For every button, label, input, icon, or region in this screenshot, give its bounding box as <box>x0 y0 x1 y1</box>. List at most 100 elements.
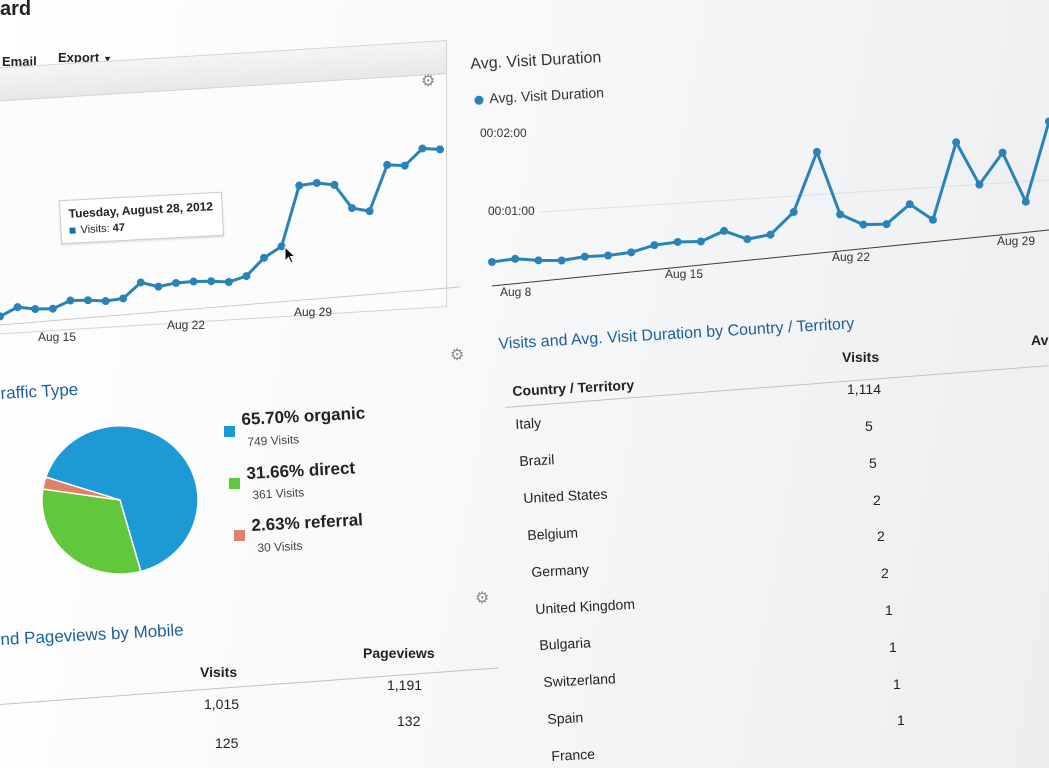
referral-swatch-icon <box>234 530 245 541</box>
duration-point[interactable] <box>627 248 636 257</box>
visits-point[interactable] <box>260 253 268 262</box>
country-col-visits: Visits <box>842 349 880 365</box>
traffic-pie <box>41 425 199 575</box>
visits-point[interactable] <box>13 303 22 312</box>
country-visits-cell: 5 <box>865 418 873 434</box>
duration-point[interactable] <box>836 210 845 219</box>
duration-gridline <box>539 179 1049 213</box>
country-visits-cell: 1 <box>889 638 897 655</box>
visits-point[interactable] <box>312 178 321 187</box>
visits-point[interactable] <box>189 277 198 286</box>
mobile-header-rule <box>0 667 499 705</box>
country-col-avg: Av <box>1031 332 1049 348</box>
visits-point[interactable] <box>330 180 339 189</box>
gear-icon[interactable]: ⚙ <box>450 347 465 364</box>
country-name-cell[interactable]: United States <box>523 485 608 506</box>
visits-x-tick: Aug 22 <box>167 318 206 332</box>
visits-point[interactable] <box>31 305 40 314</box>
legend-organic: 65.70% organic <box>241 403 366 429</box>
visits-point[interactable] <box>277 242 286 251</box>
gear-icon[interactable]: ⚙ <box>421 73 436 90</box>
country-name-cell[interactable]: Bulgaria <box>539 634 592 654</box>
visits-point[interactable] <box>224 278 233 286</box>
country-name-cell[interactable]: France <box>551 745 596 765</box>
visits-point[interactable] <box>295 181 304 190</box>
duration-point[interactable] <box>859 220 868 229</box>
mobile-visits-cell: 1,015 <box>204 696 240 712</box>
country-visits-cell: 1 <box>897 712 905 729</box>
duration-point[interactable] <box>557 256 566 265</box>
duration-y-tick: 00:02:00 <box>480 126 527 140</box>
duration-point[interactable] <box>789 208 798 217</box>
visits-point[interactable] <box>207 277 216 286</box>
visits-axis-line <box>0 286 461 326</box>
duration-point[interactable] <box>975 180 984 189</box>
visits-point[interactable] <box>365 207 374 216</box>
duration-point[interactable] <box>720 226 729 235</box>
visits-x-tick: Aug 15 <box>38 330 77 344</box>
mobile-col-visits: Visits <box>200 664 238 680</box>
mobile-col-pageviews: Pageviews <box>363 645 435 661</box>
duration-x-tick: Aug 8 <box>500 285 532 299</box>
visits-point[interactable] <box>242 272 251 281</box>
duration-point[interactable] <box>998 148 1007 157</box>
duration-point[interactable] <box>604 251 613 260</box>
duration-point[interactable] <box>1021 197 1030 206</box>
country-visits-cell: 2 <box>873 491 881 508</box>
country-name-cell[interactable]: Germany <box>531 560 590 580</box>
duration-point[interactable] <box>673 237 682 246</box>
duration-point[interactable] <box>1045 117 1049 126</box>
duration-x-tick: Aug 15 <box>665 267 704 281</box>
country-col-name: Country / Territory <box>512 376 635 399</box>
visits-point[interactable] <box>383 160 392 169</box>
legend-organic-visits: 749 Visits <box>247 432 300 449</box>
country-visits-cell: 5 <box>869 454 877 471</box>
country-name-cell[interactable]: United Kingdom <box>535 595 636 617</box>
visits-point[interactable] <box>84 296 92 305</box>
duration-chart <box>488 117 1049 287</box>
visits-point[interactable] <box>0 312 4 321</box>
visits-point[interactable] <box>101 297 110 306</box>
duration-point[interactable] <box>696 237 705 246</box>
legend-referral-visits: 30 Visits <box>257 538 303 555</box>
visits-point[interactable] <box>172 278 180 287</box>
duration-series <box>488 117 1049 266</box>
visits-point[interactable] <box>400 161 409 170</box>
visits-point[interactable] <box>48 304 57 313</box>
pie-slice-organic[interactable] <box>44 425 199 573</box>
country-total-visits: 1,114 <box>847 381 881 397</box>
visits-x-tick: Aug 29 <box>294 305 333 319</box>
duration-point[interactable] <box>534 256 543 265</box>
visits-point[interactable] <box>66 296 75 305</box>
visits-point[interactable] <box>119 294 128 303</box>
duration-point[interactable] <box>580 252 589 261</box>
country-name-cell[interactable]: Switzerland <box>543 670 617 691</box>
visits-point[interactable] <box>136 278 145 287</box>
visits-point[interactable] <box>418 144 427 153</box>
duration-point[interactable] <box>928 215 937 224</box>
gear-icon[interactable]: ⚙ <box>475 590 490 607</box>
duration-point[interactable] <box>766 230 775 239</box>
duration-point[interactable] <box>743 235 752 244</box>
visits-point[interactable] <box>436 145 444 154</box>
duration-point[interactable] <box>812 147 821 156</box>
country-name-cell[interactable]: Italy <box>515 414 542 432</box>
legend-referral: 2.63% referral <box>251 510 364 535</box>
visits-point[interactable] <box>154 282 163 291</box>
mobile-pageviews-cell: 1,191 <box>387 677 423 693</box>
duration-point[interactable] <box>511 254 520 263</box>
duration-point[interactable] <box>905 200 914 209</box>
visits-point[interactable] <box>348 204 356 213</box>
country-name-cell[interactable]: Spain <box>547 709 584 728</box>
duration-x-tick: Aug 22 <box>832 250 871 264</box>
duration-point[interactable] <box>650 241 659 250</box>
duration-point[interactable] <box>952 138 961 147</box>
pie-slice-direct[interactable] <box>41 488 142 575</box>
country-name-cell[interactable]: Belgium <box>527 524 579 543</box>
country-name-cell[interactable]: Brazil <box>519 451 555 469</box>
page-title: ard <box>0 0 32 20</box>
duration-point[interactable] <box>882 220 891 229</box>
pie-slice-referral[interactable] <box>42 476 121 501</box>
organic-swatch-icon <box>224 426 235 437</box>
duration-point[interactable] <box>488 257 496 266</box>
